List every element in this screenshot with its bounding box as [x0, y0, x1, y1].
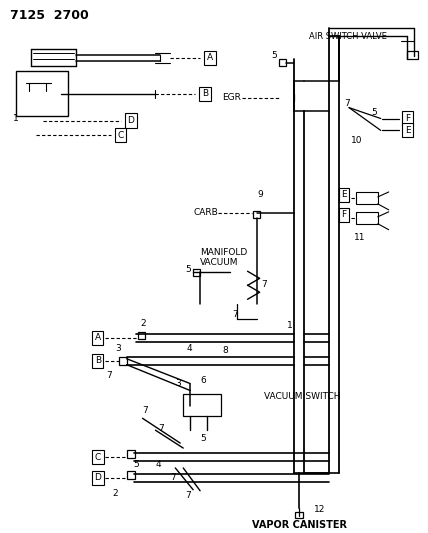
Text: MANIFOLD
VACUUM: MANIFOLD VACUUM: [200, 247, 247, 267]
Text: 1: 1: [286, 321, 292, 330]
Text: 9: 9: [258, 190, 263, 199]
Text: 8: 8: [222, 346, 228, 356]
Bar: [193, 269, 200, 276]
Text: C: C: [118, 131, 124, 140]
Bar: [183, 394, 221, 416]
Bar: [295, 512, 303, 518]
Bar: [127, 450, 134, 458]
Text: 7: 7: [158, 424, 164, 433]
Text: VACUUM SWITCH: VACUUM SWITCH: [264, 392, 340, 401]
Text: 4: 4: [155, 461, 161, 470]
Text: 7: 7: [262, 280, 268, 289]
Text: 5: 5: [134, 461, 140, 470]
Text: B: B: [202, 89, 208, 98]
Text: 11: 11: [354, 233, 366, 242]
Text: 2: 2: [113, 489, 119, 498]
Bar: [253, 211, 260, 218]
Text: 7: 7: [106, 371, 112, 380]
Bar: [137, 332, 145, 339]
Text: VAPOR CANISTER: VAPOR CANISTER: [252, 521, 347, 530]
Bar: [127, 471, 134, 479]
Text: CARB: CARB: [193, 208, 218, 217]
Text: 3: 3: [175, 379, 181, 388]
Text: EGR: EGR: [222, 93, 241, 102]
Text: A: A: [95, 333, 101, 342]
Text: 7: 7: [344, 99, 350, 108]
Text: 7: 7: [170, 473, 176, 482]
Bar: [356, 192, 378, 204]
Text: 3: 3: [116, 344, 122, 353]
Text: 5: 5: [185, 265, 191, 274]
Text: 10: 10: [351, 136, 363, 145]
Text: A: A: [207, 53, 213, 62]
Text: F: F: [405, 114, 410, 123]
Bar: [279, 59, 286, 66]
Text: D: D: [127, 116, 134, 125]
Bar: [119, 357, 127, 365]
Text: E: E: [405, 126, 410, 135]
Bar: [356, 212, 378, 224]
Text: 4: 4: [186, 344, 192, 353]
Text: 1: 1: [12, 114, 18, 123]
Text: C: C: [95, 453, 101, 462]
Text: 5: 5: [371, 108, 377, 117]
Text: AIR SWITCH VALVE: AIR SWITCH VALVE: [309, 31, 387, 41]
Bar: [407, 51, 419, 59]
Text: D: D: [95, 473, 101, 482]
Text: 5: 5: [200, 434, 206, 442]
Text: 12: 12: [314, 505, 326, 514]
Text: 7: 7: [143, 406, 148, 415]
Text: 7125  2700: 7125 2700: [9, 9, 88, 22]
Text: F: F: [342, 211, 347, 219]
Text: E: E: [341, 190, 347, 199]
Bar: [16, 71, 68, 116]
Text: B: B: [95, 356, 101, 365]
Text: 2: 2: [140, 319, 146, 328]
Text: 7: 7: [232, 310, 238, 319]
Text: 7: 7: [185, 491, 191, 500]
Text: 6: 6: [200, 376, 206, 385]
Text: 5: 5: [272, 52, 277, 60]
